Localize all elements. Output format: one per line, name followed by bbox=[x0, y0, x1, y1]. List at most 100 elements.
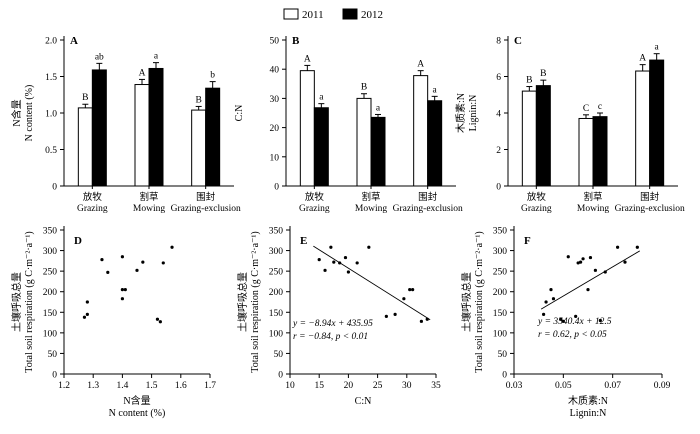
category-label-en: Mowing bbox=[133, 204, 165, 214]
bar-2011-1 bbox=[356, 97, 372, 187]
x-axis-label: C:N bbox=[355, 396, 372, 407]
y-axis-label: Total soil respiration (g C·m⁻²·a⁻¹) bbox=[24, 231, 35, 372]
y-tick-label: 0 bbox=[496, 183, 501, 193]
category-label-cn: 放牧 bbox=[527, 191, 547, 203]
data-point bbox=[551, 297, 556, 301]
data-point bbox=[586, 288, 590, 292]
data-point bbox=[120, 288, 124, 292]
y-tick-label: 8 bbox=[496, 37, 501, 47]
data-point bbox=[598, 318, 602, 323]
data-point bbox=[393, 312, 397, 316]
y-tick-label: 0 bbox=[52, 371, 57, 381]
data-point bbox=[561, 319, 565, 323]
x-tick-label: 1.7 bbox=[204, 381, 216, 391]
data-point bbox=[82, 315, 87, 319]
y-tick-label: 250 bbox=[269, 268, 284, 278]
y-tick-label: 200 bbox=[43, 288, 58, 298]
y-axis-label: 土壤呼吸总量 bbox=[460, 272, 473, 332]
data-point bbox=[332, 260, 336, 264]
y-tick-label: 6 bbox=[496, 73, 501, 83]
legend-label: 2012 bbox=[361, 9, 383, 21]
data-point bbox=[120, 255, 124, 259]
x-tick-label: 0.03 bbox=[506, 381, 523, 391]
bar-2012-1 bbox=[592, 116, 608, 187]
bar-2012-1 bbox=[370, 116, 386, 187]
x-tick-label: 1.6 bbox=[175, 381, 187, 391]
category-label-cn: 围封 bbox=[640, 191, 660, 203]
significance-letter: B bbox=[361, 83, 367, 93]
significance-letter: A bbox=[417, 60, 424, 70]
data-point bbox=[588, 255, 593, 260]
bar-2011-0 bbox=[299, 70, 315, 187]
data-point bbox=[85, 312, 89, 316]
x-tick-label: 1.3 bbox=[87, 381, 99, 391]
data-point bbox=[574, 314, 578, 318]
x-axis-label: Lignin:N bbox=[570, 408, 607, 419]
data-point bbox=[367, 245, 371, 249]
panel-label: E bbox=[300, 235, 307, 247]
significance-letter: B bbox=[540, 69, 546, 79]
panel-label: A bbox=[70, 35, 78, 47]
y-tick-label: 30 bbox=[270, 95, 280, 105]
y-axis-label: Lignin:N bbox=[468, 95, 479, 132]
data-point bbox=[323, 268, 327, 272]
y-tick-label: 100 bbox=[493, 329, 508, 339]
data-point bbox=[542, 312, 546, 316]
y-axis-label: N content (%) bbox=[24, 85, 35, 142]
data-point bbox=[593, 268, 598, 272]
category-label-cn: 割草 bbox=[361, 191, 380, 203]
y-tick-label: 300 bbox=[269, 247, 284, 257]
y-axis-label: N含量 bbox=[10, 99, 23, 126]
data-point bbox=[411, 288, 415, 292]
panel-label: F bbox=[524, 235, 531, 247]
y-tick-label: 250 bbox=[493, 268, 508, 278]
significance-letter: a bbox=[655, 43, 660, 53]
x-axis-label: N content (%) bbox=[109, 408, 166, 419]
data-point bbox=[579, 260, 583, 264]
bar-2011-2 bbox=[413, 75, 429, 187]
x-axis-label: N含量 bbox=[123, 394, 150, 407]
x-tick-label: 1.4 bbox=[116, 381, 128, 391]
y-tick-label: 150 bbox=[493, 309, 508, 319]
y-tick-label: 1.5 bbox=[45, 73, 57, 83]
y-axis-label: 木质素:N bbox=[454, 93, 467, 133]
data-point bbox=[346, 270, 350, 274]
y-tick-label: 300 bbox=[43, 247, 58, 257]
bar-2012-2 bbox=[427, 100, 443, 187]
significance-letter: B bbox=[195, 95, 201, 105]
y-tick-label: 0.5 bbox=[45, 146, 57, 156]
category-label-en: Mowing bbox=[577, 204, 609, 214]
y-tick-label: 0 bbox=[274, 183, 279, 193]
data-point bbox=[100, 258, 104, 262]
category-label-cn: 放牧 bbox=[305, 191, 325, 203]
bar-2011-0 bbox=[521, 90, 537, 187]
category-label-en: Mowing bbox=[355, 204, 387, 214]
bar-2011-1 bbox=[578, 117, 594, 187]
bar-2011-0 bbox=[77, 107, 93, 187]
x-tick-label: 1.5 bbox=[146, 381, 158, 391]
significance-letter: a bbox=[433, 85, 438, 95]
data-point bbox=[355, 261, 359, 265]
y-tick-label: 150 bbox=[269, 309, 284, 319]
bar-2012-0 bbox=[313, 107, 329, 187]
data-point bbox=[155, 317, 160, 321]
data-point bbox=[329, 245, 333, 249]
y-tick-label: 1.0 bbox=[45, 110, 57, 120]
x-tick-label: 20 bbox=[344, 381, 354, 391]
regression-line bbox=[313, 245, 431, 321]
y-tick-label: 50 bbox=[498, 350, 508, 360]
legend-entry-2012: 2012 bbox=[342, 8, 383, 21]
data-point bbox=[317, 258, 321, 262]
category-label-cn: 放牧 bbox=[83, 191, 103, 203]
data-point bbox=[161, 261, 165, 265]
y-tick-label: 250 bbox=[43, 268, 58, 278]
panel-label: D bbox=[74, 235, 82, 247]
y-tick-label: 50 bbox=[270, 37, 280, 47]
y-tick-label: 350 bbox=[269, 227, 284, 237]
x-tick-label: 25 bbox=[373, 381, 383, 391]
panel-F: 0 50 100 150 200 250 300 350 0.03 0.05 0.07 0.09 F 土壤… bbox=[460, 226, 671, 419]
category-label-en: Grazing bbox=[77, 204, 108, 214]
